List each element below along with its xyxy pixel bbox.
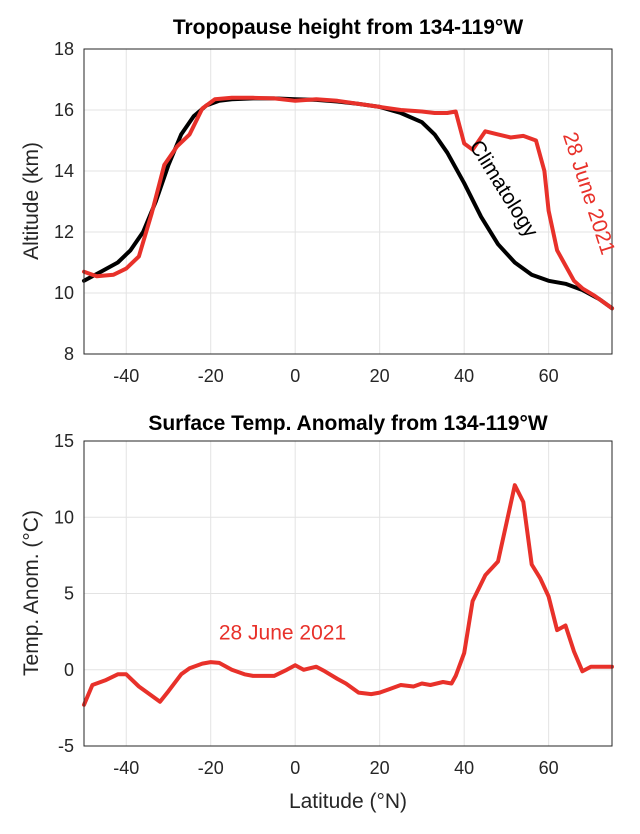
annotations: 28 June 2021 xyxy=(219,621,346,644)
y-tick-label: 18 xyxy=(54,39,74,59)
y-tick-label: 12 xyxy=(54,222,74,242)
x-tick-label: 20 xyxy=(370,758,390,778)
x-tick-label: -40 xyxy=(113,758,139,778)
x-tick-label: 60 xyxy=(539,366,559,386)
climatology-label: Climatology xyxy=(465,136,543,242)
y-tick-label: 16 xyxy=(54,100,74,120)
tick-labels: -40 -20 0 20 40 60 -5 0 5 10 15 xyxy=(54,431,559,778)
date-label: 28 June 2021 xyxy=(558,129,619,257)
x-tick-label: 0 xyxy=(290,758,300,778)
temperature-anomaly-chart: Surface Temp. Anomaly from 134-119°W -40… xyxy=(20,412,614,813)
x-tick-label: 60 xyxy=(539,758,559,778)
y-tick-label: 5 xyxy=(64,584,74,604)
plot-frame xyxy=(83,440,613,747)
x-tick-label: 40 xyxy=(454,366,474,386)
x-tick-label: -20 xyxy=(198,366,224,386)
chart-title: Tropopause height from 134-119°W xyxy=(173,16,523,39)
climatology-line xyxy=(82,96,614,311)
x-axis-label: Latitude (°N) xyxy=(289,790,407,813)
y-tick-label: 14 xyxy=(54,161,74,181)
y-tick-label: 10 xyxy=(54,283,74,303)
grid xyxy=(84,48,612,355)
y-tick-label: 15 xyxy=(54,431,74,451)
y-tick-label: 0 xyxy=(64,660,74,680)
x-tick-label: 20 xyxy=(370,366,390,386)
x-tick-label: -40 xyxy=(113,366,139,386)
series-layer xyxy=(82,483,614,707)
series-layer xyxy=(82,95,614,311)
y-axis-label: Temp. Anom. (°C) xyxy=(20,510,43,676)
y-tick-label: 8 xyxy=(64,344,74,364)
y-axis-label: Altitude (km) xyxy=(20,142,43,260)
tropopause-chart: Tropopause height from 134-119°W -40 -20 0… xyxy=(20,16,619,386)
y-tick-label: -5 xyxy=(58,736,74,756)
x-tick-label: 0 xyxy=(290,366,300,386)
june-28-2021-line xyxy=(82,483,614,707)
x-tick-label: -20 xyxy=(198,758,224,778)
plot-frame xyxy=(83,48,613,355)
annotations: Climatology 28 June 2021 xyxy=(465,129,619,257)
tick-labels: -40 -20 0 20 40 60 8 10 12 14 16 18 xyxy=(54,39,559,386)
date-label: 28 June 2021 xyxy=(219,621,346,644)
y-tick-label: 10 xyxy=(54,507,74,527)
chart-title: Surface Temp. Anomaly from 134-119°W xyxy=(148,412,548,435)
june-28-2021-line xyxy=(82,95,614,311)
x-tick-label: 40 xyxy=(454,758,474,778)
